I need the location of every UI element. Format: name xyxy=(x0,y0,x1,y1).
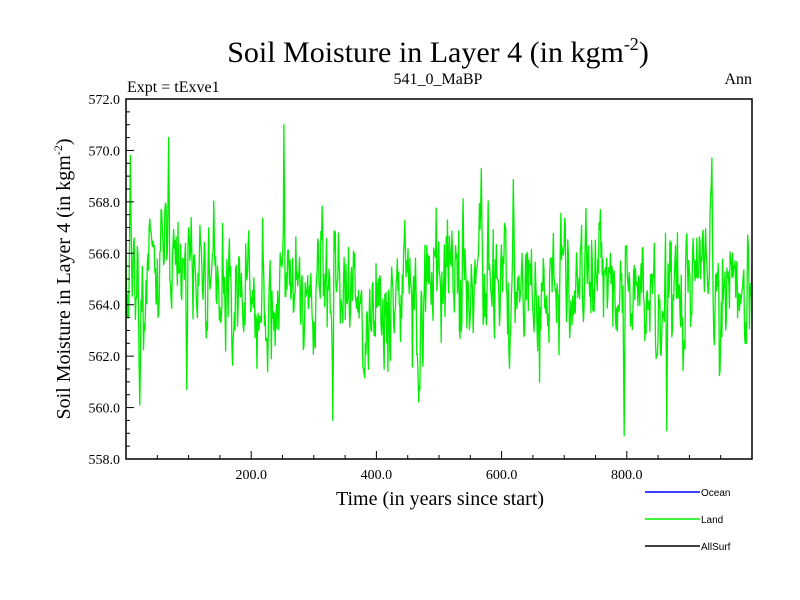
y-tick-label: 568.0 xyxy=(89,196,121,211)
period-label: 541_0_MaBP xyxy=(394,71,483,88)
series-layer xyxy=(126,124,752,437)
y-axis: 558.0 560.0 562.0 564.0 566.0 568.0 570.0 572.0 xyxy=(89,93,134,468)
y-axis-label: Soil Moisture in Layer 4 (in kgm-2) xyxy=(51,138,75,419)
legend-label-allsurf: AllSurf xyxy=(701,542,731,553)
series-line-land xyxy=(126,124,752,437)
legend-label-land: Land xyxy=(701,515,723,526)
season-label: Ann xyxy=(724,71,752,88)
y-tick-label: 570.0 xyxy=(89,144,121,159)
y-tick-label: 558.0 xyxy=(89,453,121,468)
x-tick-label: 200.0 xyxy=(235,468,267,483)
legend: Ocean Land AllSurf xyxy=(645,488,731,553)
y-tick-label: 560.0 xyxy=(89,402,121,417)
y-tick-label: 572.0 xyxy=(89,93,121,108)
experiment-label: Expt = tExve1 xyxy=(127,79,220,96)
chart-title: Soil Moisture in Layer 4 (in kgm-2) xyxy=(227,34,649,69)
legend-label-ocean: Ocean xyxy=(701,488,730,499)
plot-frame xyxy=(125,98,753,460)
x-tick-label: 600.0 xyxy=(486,468,518,483)
y-tick-label: 566.0 xyxy=(89,247,121,262)
x-axis: 200.0 400.0 600.0 800.0 xyxy=(156,451,722,483)
x-axis-label: Time (in years since start) xyxy=(336,488,544,510)
x-tick-label: 400.0 xyxy=(361,468,393,483)
y-tick-label: 562.0 xyxy=(89,350,121,365)
y-tick-label: 564.0 xyxy=(89,299,121,314)
x-tick-label: 800.0 xyxy=(611,468,643,483)
